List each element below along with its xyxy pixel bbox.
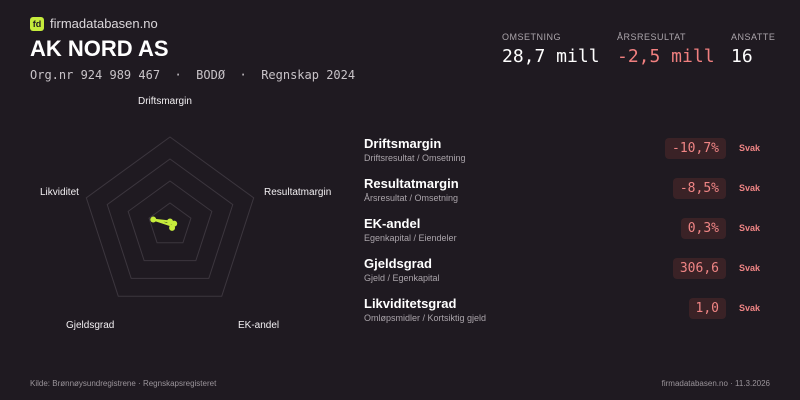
metric-row: Resultatmargin Årsresultat / Omsetning -…: [364, 176, 770, 216]
metric-desc: Driftsresultat / Omsetning: [364, 153, 466, 163]
metric-desc: Egenkapital / Eiendeler: [364, 233, 457, 243]
metric-value-badge: -10,7%: [665, 138, 726, 159]
radar-axis-label: Resultatmargin: [264, 187, 332, 198]
metric-value-badge: -8,5%: [672, 178, 726, 199]
brand-name: firmadatabasen.no: [50, 16, 158, 31]
footer-site-date: firmadatabasen.no · 11.3.2026: [661, 379, 770, 388]
kpi-value: 28,7 mill: [502, 46, 600, 67]
metric-desc: Gjeld / Egenkapital: [364, 273, 440, 283]
metric-desc: Omløpsmidler / Kortsiktig gjeld: [364, 313, 487, 323]
metric-rating: Svak: [738, 223, 760, 233]
radar-score-point: [169, 224, 176, 231]
radar-axis-label: Driftsmargin: [138, 96, 192, 107]
metric-row: Driftsmargin Driftsresultat / Omsetning …: [364, 136, 770, 176]
metric-name: Likviditetsgrad: [364, 296, 457, 311]
metric-rating: Svak: [738, 143, 760, 153]
radar-grid-ring: [106, 158, 234, 279]
company-name: AK NORD AS: [30, 36, 169, 61]
metric-row: EK-andel Egenkapital / Eiendeler 0,3% Sv…: [364, 216, 770, 256]
footer-source: Kilde: Brønnøysundregistrene · Regnskaps…: [30, 379, 217, 388]
metric-name: Resultatmargin: [364, 176, 459, 191]
kpi-label: ANSATTE: [731, 32, 776, 42]
metric-name: Gjeldsgrad: [364, 256, 432, 271]
metric-rating: Svak: [738, 303, 760, 313]
radar-grid-ring: [127, 180, 213, 262]
radar-axis-label: Gjeldsgrad: [66, 320, 115, 331]
radar-axis-label: Likviditet: [40, 187, 79, 198]
metric-desc: Årsresultat / Omsetning: [364, 193, 459, 203]
kpi-arsresultat: ÅRSRESULTAT -2,5 mill: [617, 32, 715, 67]
metric-value-badge: 306,6: [672, 258, 726, 279]
brand: fd firmadatabasen.no: [30, 16, 158, 31]
radar-grid-ring: [85, 136, 255, 297]
metric-rating: Svak: [738, 263, 760, 273]
metric-name: Driftsmargin: [364, 136, 442, 151]
kpi-value: -2,5 mill: [617, 46, 715, 67]
metric-name: EK-andel: [364, 216, 421, 231]
company-meta: Org.nr 924 989 467 · BODØ · Regnskap 202…: [30, 68, 356, 82]
kpi-strip: OMSETNING 28,7 mill ÅRSRESULTAT -2,5 mil…: [0, 32, 800, 72]
kpi-label: ÅRSRESULTAT: [617, 32, 687, 42]
metric-rating: Svak: [738, 183, 760, 193]
metrics-list: Driftsmargin Driftsresultat / Omsetning …: [364, 136, 770, 336]
kpi-ansatte: ANSATTE 16: [731, 32, 775, 67]
kpi-label: OMSETNING: [502, 32, 562, 42]
kpi-value: 16: [731, 46, 753, 67]
metric-row: Likviditetsgrad Omløpsmidler / Kortsikti…: [364, 296, 770, 336]
radar-grid-ring: [148, 202, 192, 244]
brand-logo-icon: fd: [30, 16, 44, 31]
metric-value-badge: 1,0: [688, 298, 726, 319]
metric-value-badge: 0,3%: [680, 218, 726, 239]
kpi-omsetning: OMSETNING 28,7 mill: [502, 32, 600, 67]
radar-score-point: [150, 216, 157, 223]
radar-axis-label: EK-andel: [238, 320, 280, 331]
metric-row: Gjeldsgrad Gjeld / Egenkapital 306,6 Sva…: [364, 256, 770, 296]
